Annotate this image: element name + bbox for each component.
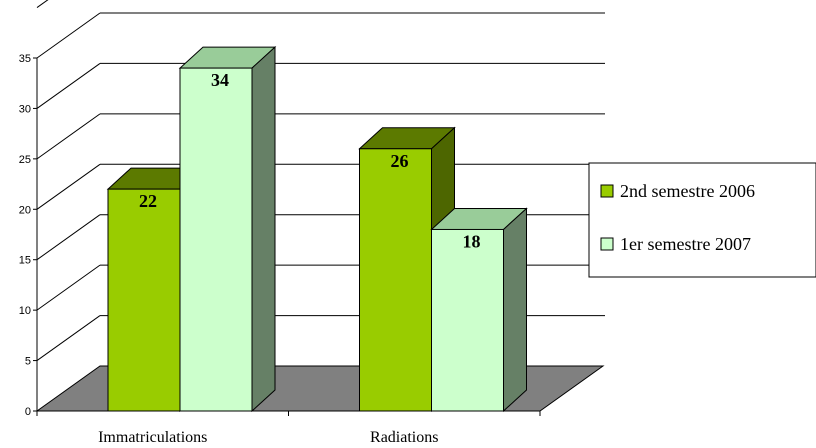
gridline-diagonal bbox=[36, 163, 101, 210]
x-category-label: Immatriculations bbox=[98, 429, 207, 446]
x-axis-labels: Immatriculations Radiations bbox=[98, 429, 438, 446]
y-tick-label: 0 bbox=[25, 406, 31, 418]
legend-label-series-2: 1er semestre 2007 bbox=[620, 234, 751, 254]
gridline-diagonal bbox=[36, 113, 101, 160]
bar-front bbox=[431, 228, 504, 412]
y-tick-label: 10 bbox=[19, 305, 31, 317]
y-tick-label: 30 bbox=[19, 103, 31, 115]
data-label: 18 bbox=[463, 231, 481, 251]
y-tick-label: 20 bbox=[19, 204, 31, 216]
bar-front bbox=[179, 67, 253, 412]
bar-front bbox=[107, 188, 181, 412]
legend-box bbox=[588, 162, 816, 278]
y-tick-label: 15 bbox=[19, 255, 31, 267]
legend-label-series-1: 2nd semestre 2006 bbox=[620, 181, 755, 201]
gridline-diagonal bbox=[36, 315, 101, 361]
y-tick-label: 5 bbox=[25, 356, 31, 368]
y-tick-label: 35 bbox=[19, 53, 31, 65]
y-axis-ticks: 0 5 10 15 20 25 30 35 bbox=[19, 53, 37, 418]
bar-side bbox=[503, 207, 527, 413]
legend-swatch-series-1 bbox=[600, 184, 614, 198]
legend: 2nd semestre 2006 1er semestre 2007 bbox=[588, 162, 816, 278]
data-label: 34 bbox=[211, 70, 229, 90]
gridline-diagonal bbox=[36, 264, 101, 311]
data-label: 26 bbox=[391, 151, 409, 171]
legend-swatch-series-2 bbox=[600, 237, 614, 251]
bar-2-radiations bbox=[430, 207, 528, 413]
bar-side bbox=[251, 45, 276, 413]
data-labels: 22 34 26 18 bbox=[139, 70, 481, 251]
gridline-diagonal bbox=[36, 12, 101, 59]
gridline-diagonal bbox=[36, 214, 101, 261]
gridline-diagonal bbox=[36, 0, 49, 8]
bar-front bbox=[359, 148, 432, 412]
y-tick-label: 25 bbox=[19, 154, 31, 166]
x-category-label: Radiations bbox=[370, 429, 438, 446]
bars bbox=[106, 45, 528, 413]
gridline-diagonal bbox=[36, 63, 101, 109]
bar-2-immatriculations bbox=[178, 45, 277, 413]
data-label: 22 bbox=[139, 191, 157, 211]
